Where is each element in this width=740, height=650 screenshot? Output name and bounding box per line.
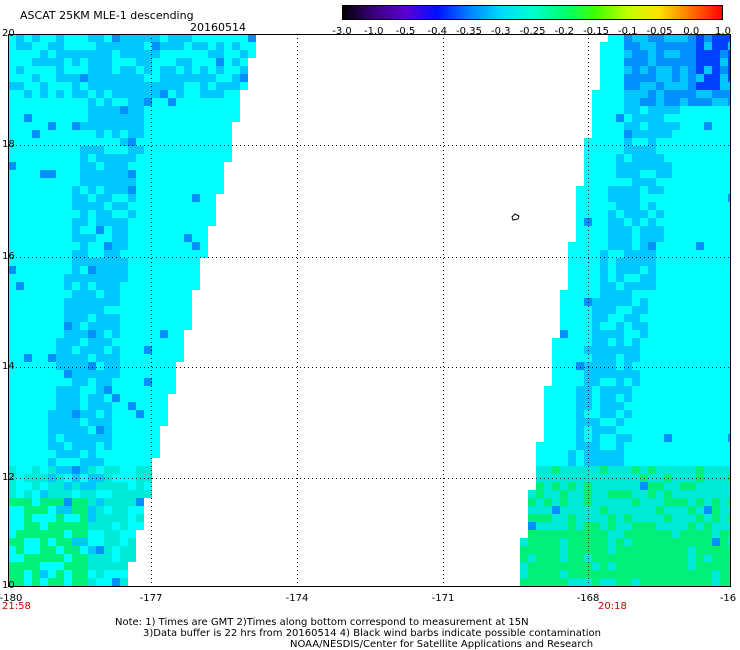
y-tick-12: 12	[2, 472, 15, 483]
chart-title: ASCAT 25KM MLE-1 descending	[20, 9, 194, 22]
colorbar-label: -0.15	[583, 26, 609, 37]
colorbar-label: -0.35	[456, 26, 482, 37]
colorbar-label: -0.4	[427, 26, 448, 37]
colorbar-label: -0.2	[554, 26, 575, 37]
x-tick-171: -171	[431, 593, 455, 604]
y-tick-10: 10	[2, 580, 15, 591]
plot-border	[8, 34, 731, 587]
swath-cells	[8, 34, 731, 587]
colorbar	[342, 5, 723, 20]
colorbar-label: -0.1	[617, 26, 638, 37]
y-tick-14: 14	[2, 361, 15, 372]
colorbar-label: 0.0	[683, 26, 700, 37]
chart-date: 20160514	[190, 21, 246, 34]
note-line-2: 3)Data buffer is 22 hrs from 20160514 4)…	[143, 628, 601, 639]
swath-layer	[8, 34, 731, 587]
colorbar-label: -0.3	[490, 26, 511, 37]
x-tick-174: -174	[285, 593, 309, 604]
pass-time-left: 21:58	[2, 601, 31, 612]
colorbar-label: -1.0	[363, 26, 384, 37]
colorbar-label: -3.0	[332, 26, 352, 37]
colorbar-gradient	[342, 5, 723, 20]
y-tick-16: 16	[2, 251, 15, 262]
x-tick-165: -16	[719, 593, 737, 604]
note-line-3: NOAA/NESDIS/Center for Satellite Applica…	[290, 639, 594, 650]
y-tick-18: 18	[2, 139, 15, 150]
colorbar-label: -0.5	[395, 26, 416, 37]
colorbar-label: -0.25	[519, 26, 546, 37]
note-line-1: Note: 1) Times are GMT 2)Times along bot…	[115, 617, 529, 628]
x-tick-177: -177	[139, 593, 163, 604]
island-outline	[511, 213, 520, 221]
colorbar-label: 1.0	[715, 26, 731, 37]
grid-lines	[8, 34, 731, 587]
colorbar-label: -0.05	[646, 26, 673, 37]
colorbar-labels: -3.0 -1.0 -0.5 -0.4 -0.35 -0.3 -0.25 -0.2 -0.15-…	[330, 26, 736, 38]
y-tick-20: 20	[2, 28, 15, 39]
pass-time-right: 20:18	[598, 601, 627, 612]
map-plot	[8, 34, 731, 587]
x-tick-168: -168	[576, 593, 600, 604]
x-tick-180: -180	[0, 593, 23, 604]
